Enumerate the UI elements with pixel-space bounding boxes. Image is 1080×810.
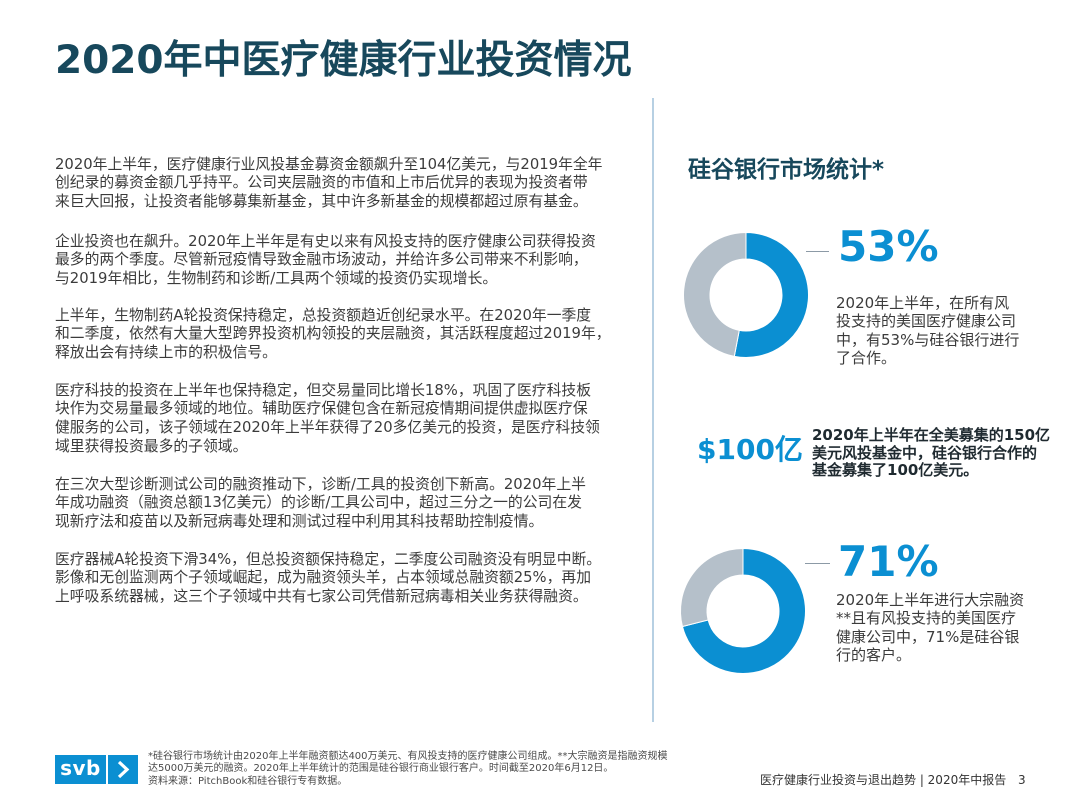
stat-description: 2020年上半年，在所有风 投支持的美国医疗健康公司 中，有53%与硅谷银行进行…	[836, 294, 1019, 368]
donut-slice-highlight	[733, 231, 809, 358]
paragraph-line: 上呼吸系统器械，这三个子领域中共有七家公司凭借新冠病毒相关业务获得融资。	[55, 588, 588, 606]
footnote-line: 资料来源：PitchBook和硅谷银行专有数据。	[148, 776, 348, 788]
donut-slice-remainder	[680, 547, 744, 627]
paragraph-line: 医疗科技的投资在上半年也保持稳定，但交易量同比增长18%，巩固了医疗科技板	[55, 381, 591, 399]
svb-logo-wordmark: svb	[55, 755, 106, 784]
footnote-line: 达5000万美元的融资。2020年上半年统计的范围是硅谷银行商业银行客户。时间截…	[148, 763, 614, 775]
paragraph-line: 健服务的公司，该子领域在2020年上半年获得了20多亿美元的投资，是医疗科技领	[55, 419, 600, 437]
footnote-line: *硅谷银行市场统计由2020年上半年融资额达400万美元、有风投支持的医疗健康公…	[148, 750, 668, 762]
stat-amount: $100亿	[697, 433, 803, 466]
stat-description-line: 2020年上半年在全美募集的150亿	[812, 426, 1051, 445]
paragraph-line: 最多的两个季度。尽管新冠疫情导致金融市场波动，并给许多公司带来不利影响，	[55, 251, 588, 269]
body-paragraph-5: 在三次大型诊断测试公司的融资推动下，诊断/工具的投资创下新高。2020年上半 年…	[55, 476, 586, 532]
leader-line	[806, 250, 829, 252]
paragraph-line: 上半年，生物制药A轮投资保持稳定，总投资额趋近创纪录水平。在2020年一季度	[55, 306, 592, 324]
stat-description: 2020年上半年进行大宗融资 **且有风投支持的美国医疗 健康公司中，71%是硅…	[836, 591, 1024, 665]
paragraph-line: 2020年上半年，医疗健康行业风投基金募资金额飙升至104亿美元，与2019年全…	[55, 155, 603, 173]
stat-description-line: 基金募集了100亿美元。	[812, 461, 979, 480]
stat-description-line: 了合作。	[836, 349, 897, 368]
body-paragraph-6: 医疗器械A轮投资下滑34%，但总投资额保持稳定，二季度公司融资没有明显中断。 影…	[55, 551, 601, 607]
paragraph-line: 与2019年相比，生物制药和诊断/工具两个领域的投资仍实现增长。	[55, 270, 498, 288]
paragraph-line: 域里获得投资最多的子领域。	[55, 437, 248, 455]
paragraph-line: 在三次大型诊断测试公司的融资推动下，诊断/工具的投资创下新高。2020年上半	[55, 475, 586, 493]
body-paragraph-2: 企业投资也在飙升。2020年上半年是有史以来有风投支持的医疗健康公司获得投资 最…	[55, 233, 596, 289]
body-paragraph-1: 2020年上半年，医疗健康行业风投基金募资金额飙升至104亿美元，与2019年全…	[55, 156, 602, 212]
paragraph-line: 企业投资也在飙升。2020年上半年是有史以来有风投支持的医疗健康公司获得投资	[55, 232, 596, 250]
paragraph-line: 释放出会有持续上市的积极信号。	[55, 344, 277, 362]
stat-description-line: 美元风投基金中，硅谷银行合作的	[812, 443, 1038, 462]
stats-heading: 硅谷银行市场统计*	[688, 156, 885, 183]
donut-chart-1	[682, 231, 809, 358]
page-title: 2020年中医疗健康行业投资情况	[55, 38, 632, 83]
column-divider	[652, 98, 654, 722]
stat-description-line: 行的客户。	[836, 646, 912, 665]
paragraph-line: 来巨大回报，让投资者能够募集新基金，其中许多新基金的规模都超过原有基金。	[55, 193, 588, 211]
body-paragraph-3: 上半年，生物制药A轮投资保持稳定，总投资额趋近创纪录水平。在2020年一季度 和…	[55, 307, 611, 363]
paragraph-line: 现新疗法和疫苗以及新冠病毒处理和测试过程中利用其科技帮助控制疫情。	[55, 513, 544, 531]
body-paragraph-4: 医疗科技的投资在上半年也保持稳定，但交易量同比增长18%，巩固了医疗科技板 块作…	[55, 382, 600, 457]
stat-description-line: 健康公司中，71%是硅谷银	[836, 627, 1020, 646]
chevron-right-icon	[108, 755, 138, 784]
paragraph-line: 影像和无创监测两个子领域崛起，成为融资领头羊，占本领域总融资额25%，再加	[55, 569, 591, 587]
stat-description-bold: 2020年上半年在全美募集的150亿 美元风投基金中，硅谷银行合作的 基金募集了…	[812, 427, 1050, 480]
report-title: 医疗健康行业投资与退出趋势 | 2020年中报告	[760, 773, 1007, 787]
paragraph-line: 块作为交易量最多领域的地位。辅助医疗保健包含在新冠疫情期间提供虚拟医疗保	[55, 400, 588, 418]
leader-line	[805, 562, 830, 564]
donut-slice-remainder	[682, 231, 746, 357]
stat-percentage: 71%	[838, 536, 939, 586]
paragraph-line: 和二季度，依然有大量大型跨界投资机构领投的夹层融资，其活跃程度超过2019年，	[55, 325, 611, 343]
stat-description-line: 2020年上半年，在所有风	[836, 293, 1010, 312]
stat-description-line: 中，有53%与硅谷银行进行	[836, 330, 1020, 349]
stat-description-line: **且有风投支持的美国医疗	[836, 609, 1017, 628]
donut-chart-2	[680, 547, 806, 674]
paragraph-line: 年成功融资（融资总额13亿美元）的诊断/工具公司中，超过三分之一的公司在发	[55, 494, 582, 512]
donut-slice-highlight	[681, 547, 806, 674]
stat-description-line: 2020年上半年进行大宗融资	[836, 590, 1025, 609]
stat-percentage: 53%	[838, 221, 939, 271]
page-number: 3	[1018, 773, 1026, 787]
footnote: *硅谷银行市场统计由2020年上半年融资额达400万美元、有风投支持的医疗健康公…	[148, 751, 668, 789]
stat-description-line: 投支持的美国医疗健康公司	[836, 312, 1017, 331]
paragraph-line: 医疗器械A轮投资下滑34%，但总投资额保持稳定，二季度公司融资没有明显中断。	[55, 550, 602, 568]
paragraph-line: 创纪录的募资金额几乎持平。公司夹层融资的市值和上市后优异的表现为投资者带	[55, 174, 588, 192]
